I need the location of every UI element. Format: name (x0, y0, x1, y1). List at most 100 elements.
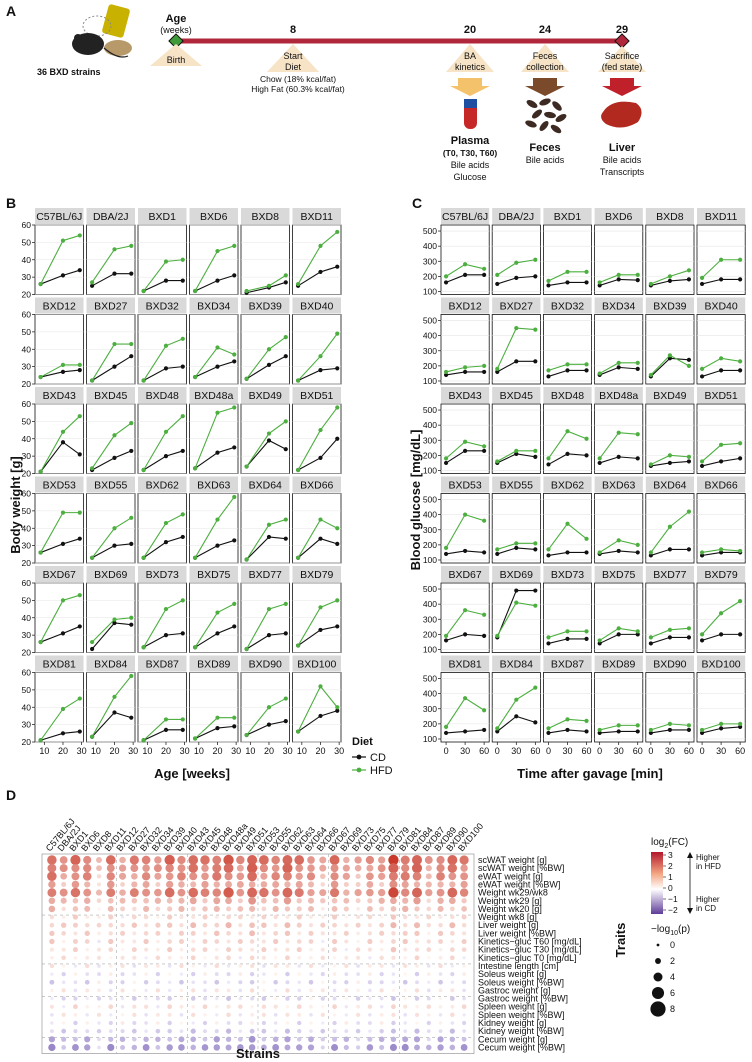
higher-hfd-1: Higher (696, 853, 720, 862)
trait-bubble (119, 1036, 126, 1043)
hfd-point (283, 696, 288, 701)
trait-bubble (378, 872, 386, 880)
trait-bubble (460, 880, 468, 889)
trait-bubble (96, 922, 102, 928)
plasma-title: Plasma (451, 135, 490, 147)
week-24: 24 (539, 24, 552, 36)
trait-bubble (261, 1028, 267, 1034)
facet-strip (292, 297, 341, 314)
trait-bubble (214, 988, 219, 993)
trait-bubble (59, 856, 68, 864)
x-tick-label: 30 (128, 746, 138, 756)
hfd-point (266, 606, 272, 612)
cd-point (232, 724, 237, 729)
trait-bubble (71, 880, 80, 889)
trait-bubble (379, 980, 384, 985)
trait-bubble (202, 1036, 208, 1042)
cd-point (129, 541, 134, 546)
trait-bubble (449, 1036, 456, 1043)
hfd-point (283, 334, 288, 340)
trait-bubble (213, 1036, 220, 1043)
trait-bubble (129, 888, 139, 898)
facet-bxd34: BXD34 (594, 297, 644, 385)
trait-bubble (203, 956, 207, 960)
trait-bubble (343, 897, 350, 904)
cd-point (215, 364, 220, 369)
trait-bubble (296, 914, 302, 920)
trait-bubble (273, 938, 279, 945)
trait-bubble (356, 915, 361, 920)
trait-bubble (108, 914, 114, 920)
trait-bubble (460, 872, 469, 881)
hfd-point (482, 363, 487, 368)
trait-bubble (309, 972, 313, 976)
facet-plot-area (696, 582, 746, 653)
facet-bxd64: BXD64 (645, 476, 695, 564)
trait-bubble (154, 856, 162, 864)
trait-bubble (167, 1012, 172, 1017)
facet-title: BXD73 (146, 569, 179, 581)
trait-label: Kinetics−gluc T30 [mg/dL] (478, 945, 582, 955)
facet-title: BXD48a (194, 390, 233, 402)
trait-bubble (320, 915, 325, 919)
hfd-point (463, 439, 468, 444)
y-tick-label: 100 (423, 644, 437, 654)
cd-point (266, 534, 272, 540)
trait-bubble (223, 887, 234, 898)
liver-transcripts: Transcripts (600, 167, 645, 177)
cd-point (635, 632, 640, 637)
trait-bubble (96, 955, 102, 960)
cd-point (112, 710, 117, 715)
trait-bubble (273, 972, 278, 976)
trait-bubble (262, 964, 266, 968)
trait-bubble (438, 1013, 443, 1017)
trait-bubble (156, 1005, 160, 1009)
trait-bubble (50, 1021, 54, 1025)
facet-bxd62: BXD62 (543, 476, 593, 564)
trait-bubble (85, 1004, 89, 1009)
facet-title: BXD64 (653, 480, 686, 492)
facet-title: BXD49 (653, 390, 686, 402)
size-legend-dot (655, 958, 661, 964)
hfd-point (129, 243, 134, 248)
trait-bubble (131, 881, 138, 888)
facet-strip (241, 566, 290, 582)
facet-title: BXD45 (500, 390, 533, 402)
trait-bubble (215, 1021, 219, 1025)
trait-bubble (344, 955, 349, 960)
hfd-point (565, 429, 570, 434)
trait-bubble (368, 1029, 372, 1033)
facet-title: DBA/2J (498, 211, 534, 223)
trait-bubble (285, 971, 290, 977)
trait-bubble (167, 980, 172, 984)
cd-point (686, 547, 692, 552)
facet-bxd77: BXD77 (240, 566, 290, 653)
trait-bubble (179, 988, 184, 993)
trait-bubble (142, 864, 150, 872)
hfd-point (215, 715, 220, 720)
cd-point (77, 368, 82, 373)
facet-title: BXD66 (704, 480, 737, 492)
trait-bubble (142, 888, 151, 897)
facet-title: BXD34 (602, 301, 635, 313)
hfd-point (533, 541, 538, 546)
size-legend-dot (656, 943, 660, 947)
hfd-point (318, 517, 323, 522)
cd-point (163, 278, 169, 283)
cd-point (719, 459, 724, 464)
facet-bxd27: BXD27 (491, 297, 541, 385)
hfd-point (141, 288, 146, 294)
trait-bubble (226, 939, 231, 944)
cd-point (667, 727, 673, 733)
hfd-point (163, 606, 169, 612)
trait-bubble (413, 1036, 421, 1043)
cd-point (495, 281, 500, 287)
hfd-point (686, 363, 692, 368)
hfd-point (295, 467, 301, 473)
hfd-point (667, 353, 673, 358)
trait-bubble (285, 939, 290, 944)
cd-point (584, 368, 589, 373)
